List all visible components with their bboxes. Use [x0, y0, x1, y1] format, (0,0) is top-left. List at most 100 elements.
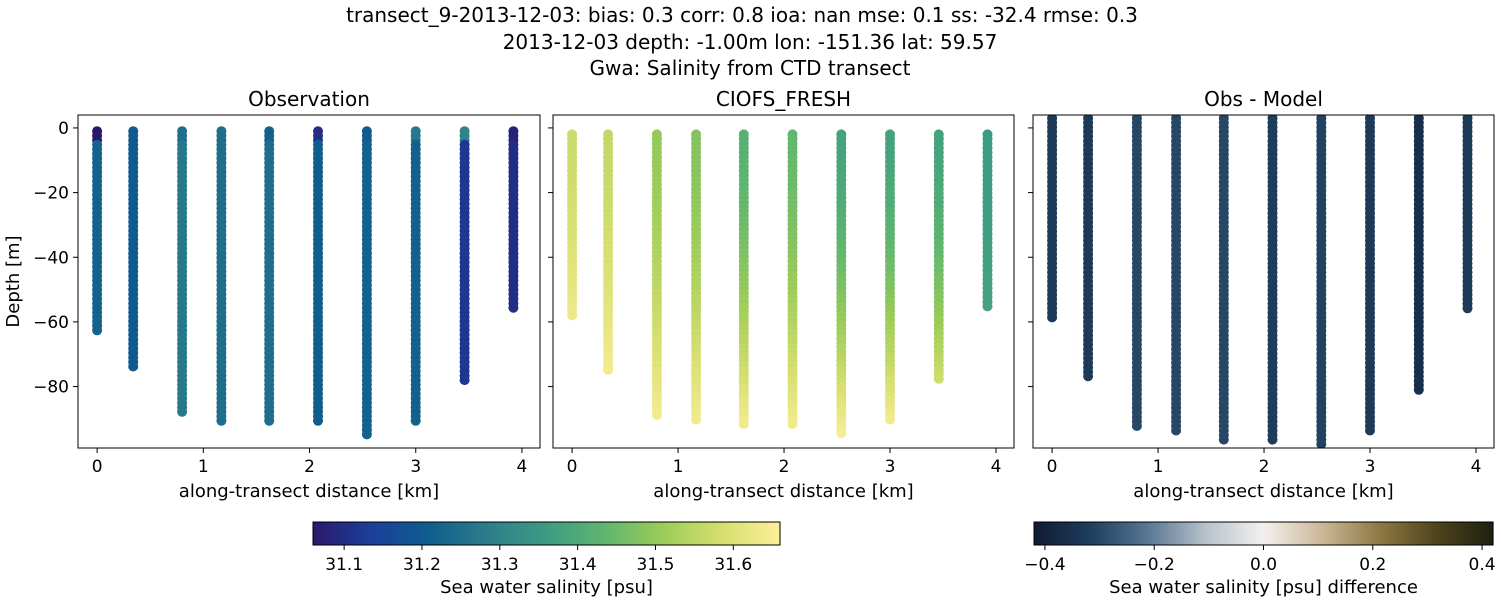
colorbar-segment [1118, 522, 1123, 545]
colorbar-label: Sea water salinity [psu] [440, 577, 653, 598]
colorbar-segment [355, 522, 361, 545]
colorbar-segment [441, 522, 446, 545]
colorbar-segment [1229, 522, 1234, 545]
colorbar-segment [1037, 522, 1043, 545]
colorbar-segment [1079, 522, 1085, 545]
colorbar-segment [1443, 522, 1448, 545]
panel-3: Obs - Model 0 1 2 3 4 along-transect distance … [1028, 87, 1495, 502]
colorbar-segment [406, 522, 411, 545]
y-tick-label: −20 [33, 184, 69, 204]
colorbar-segment [1083, 522, 1089, 545]
colorbar-segment [1412, 522, 1418, 545]
colorbar-segment [530, 522, 536, 545]
cast-2 [128, 126, 139, 372]
colorbar-segment [1431, 522, 1437, 545]
data-point [738, 419, 749, 430]
colorbar-segment [316, 522, 322, 545]
colorbar-segment [1267, 522, 1272, 545]
colorbar-segment [702, 522, 707, 545]
colorbar-segment [437, 522, 443, 545]
colorbar-segment [550, 522, 555, 545]
colorbar-segment [1297, 522, 1303, 545]
colorbar-frame [312, 521, 781, 546]
colorbar-segment [671, 522, 676, 545]
colorbar-segment [383, 522, 388, 545]
data-point [603, 364, 614, 375]
colorbar-segment [1416, 522, 1421, 545]
colorbar-segment [359, 522, 365, 545]
data-point [1083, 371, 1094, 382]
colorbar-segment [538, 522, 544, 545]
colorbar-segment [429, 522, 435, 545]
colorbar-segment [313, 522, 318, 545]
data-point [313, 415, 323, 426]
colorbar-segment [647, 522, 653, 545]
x-axis-label: along-transect distance [km] [1133, 481, 1393, 502]
colorbar-segment [632, 522, 637, 545]
colorbar-segment [655, 522, 660, 545]
colorbar-segment [519, 522, 524, 545]
colorbar-segment [1133, 522, 1138, 545]
cast-6 [1267, 115, 1278, 445]
cast-5 [738, 129, 749, 430]
colorbar-segment [706, 522, 711, 545]
colorbar-segment [515, 522, 520, 545]
data-point [1218, 434, 1229, 445]
colorbar-segment [492, 522, 497, 545]
colorbar-segment [643, 522, 649, 545]
colorbar-segment [562, 522, 567, 545]
cast-2 [1083, 115, 1094, 382]
colorbar-segment [1397, 522, 1402, 545]
y-tick-label: −40 [33, 248, 69, 268]
colorbar-tick-label: 0.0 [1250, 555, 1277, 575]
colorbar-segment [1076, 522, 1081, 545]
colorbar-tick-label: 0.4 [1469, 555, 1496, 575]
data-point [1131, 421, 1142, 431]
colorbar-segment [410, 522, 415, 545]
x-axis-label: along-transect distance [km] [653, 481, 913, 502]
colorbar-segment [1141, 522, 1146, 545]
colorbar-segment [709, 522, 715, 545]
data-point [459, 375, 470, 386]
colorbar-segment [1263, 522, 1268, 545]
cast-1 [1047, 115, 1058, 323]
cast-4 [216, 126, 227, 426]
colorbar-tick-label: 31.1 [325, 555, 363, 575]
figure-title: transect_9-2013-12-03: bias: 0.3 corr: 0… [346, 3, 1138, 80]
colorbar-segment [394, 522, 400, 545]
colorbar-segment [733, 522, 738, 545]
cast-2 [603, 129, 614, 375]
colorbar-segment [351, 522, 357, 545]
colorbar-segment [1362, 522, 1368, 545]
cast-8 [1365, 115, 1375, 436]
colorbar-segment [1198, 522, 1203, 545]
colorbar-segment [523, 522, 528, 545]
x-tick-label: 3 [885, 457, 896, 477]
colorbar-segment [1454, 522, 1460, 545]
x-tick-label: 2 [779, 457, 790, 477]
colorbar-segment [445, 522, 450, 545]
colorbar-tick-label: 31.6 [714, 555, 752, 575]
colorbar-segment [1171, 522, 1177, 545]
colorbar-segment [1378, 522, 1383, 545]
colorbar-segment [453, 522, 458, 545]
colorbar-segment [1087, 522, 1092, 545]
colorbar-segment [721, 522, 727, 545]
x-tick-label: 1 [673, 457, 684, 477]
colorbar-segment [1305, 522, 1310, 545]
colorbar-segment [1382, 522, 1387, 545]
colorbar-segment [682, 522, 688, 545]
cast-7 [1316, 115, 1327, 448]
data-point [1413, 384, 1424, 395]
colorbar-segment [418, 522, 423, 545]
colorbar-segment [608, 522, 614, 545]
colorbar-segment [558, 522, 563, 545]
data-point [177, 406, 188, 417]
colorbar-segment [674, 522, 680, 545]
colorbar-segment [1374, 522, 1379, 545]
colorbar-segment [612, 522, 618, 545]
colorbar-segment [1156, 522, 1161, 545]
colorbar-segment [624, 522, 629, 545]
colorbar-segment [1485, 522, 1490, 545]
colorbar-segment [1427, 522, 1433, 545]
